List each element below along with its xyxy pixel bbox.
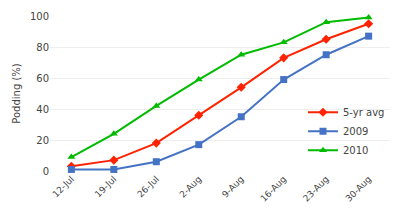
- svg-text:100: 100: [30, 11, 49, 22]
- svg-text:12-Jul: 12-Jul: [50, 174, 76, 200]
- svg-text:60: 60: [36, 73, 49, 84]
- svg-text:19-Jul: 19-Jul: [93, 174, 119, 200]
- svg-text:2010: 2010: [343, 145, 368, 156]
- svg-text:23-Aug: 23-Aug: [301, 174, 331, 204]
- svg-text:2009: 2009: [343, 126, 368, 137]
- svg-text:40: 40: [36, 104, 49, 115]
- svg-text:30-Aug: 30-Aug: [343, 174, 373, 204]
- svg-text:80: 80: [36, 42, 49, 53]
- svg-text:16-Aug: 16-Aug: [259, 174, 289, 204]
- svg-text:2-Aug: 2-Aug: [178, 174, 204, 200]
- svg-text:20: 20: [36, 135, 49, 146]
- svg-text:0: 0: [43, 166, 49, 177]
- svg-text:5-yr avg: 5-yr avg: [343, 107, 384, 118]
- svg-text:26-Jul: 26-Jul: [135, 174, 161, 200]
- svg-text:Podding (%): Podding (%): [11, 63, 22, 124]
- svg-text:9-Aug: 9-Aug: [220, 174, 246, 200]
